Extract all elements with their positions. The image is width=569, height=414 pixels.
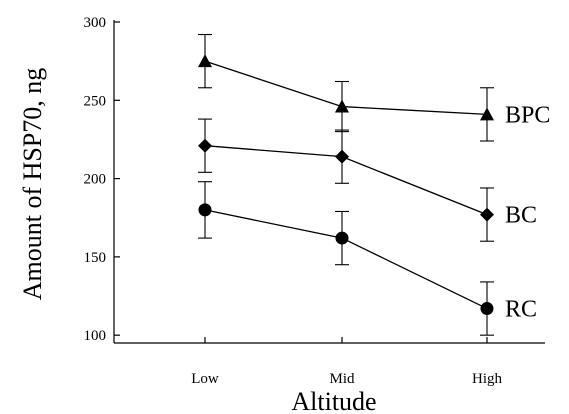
y-tick-label: 150 — [84, 250, 107, 266]
series-label: BC — [505, 203, 537, 229]
data-point-triangle — [198, 54, 212, 68]
x-tick-label: Low — [191, 371, 219, 387]
data-point-diamond — [198, 138, 212, 153]
series-bpc: BPC — [198, 33, 550, 142]
series-line — [204, 209, 488, 310]
data-point-circle — [480, 302, 494, 316]
data-point-triangle — [480, 107, 494, 121]
series-rc: RC — [198, 181, 537, 336]
y-tick-label: 300 — [84, 15, 107, 31]
data-point-diamond — [480, 207, 494, 222]
x-axis-title: Altitude — [291, 387, 376, 414]
x-tick-label: Mid — [329, 371, 355, 387]
y-tick-label: 100 — [84, 328, 107, 344]
ticks: 100 150 200 250 300 Low Mid High — [84, 15, 503, 387]
data-point-circle — [335, 231, 349, 245]
y-tick-label: 250 — [84, 93, 107, 109]
data-point-diamond — [335, 149, 349, 164]
y-tick-label: 200 — [84, 172, 107, 188]
axes — [113, 20, 545, 344]
y-axis-title: Amount of HSP70, ng — [18, 68, 47, 301]
data-point-triangle — [335, 99, 349, 113]
series-label: RC — [505, 297, 537, 323]
data-point-circle — [198, 203, 212, 217]
series-group: BPC BC RC — [198, 33, 550, 336]
series-label: BPC — [505, 102, 550, 128]
x-tick-label: High — [472, 371, 503, 387]
series-bc: BC — [198, 118, 537, 242]
series-line — [204, 60, 488, 116]
